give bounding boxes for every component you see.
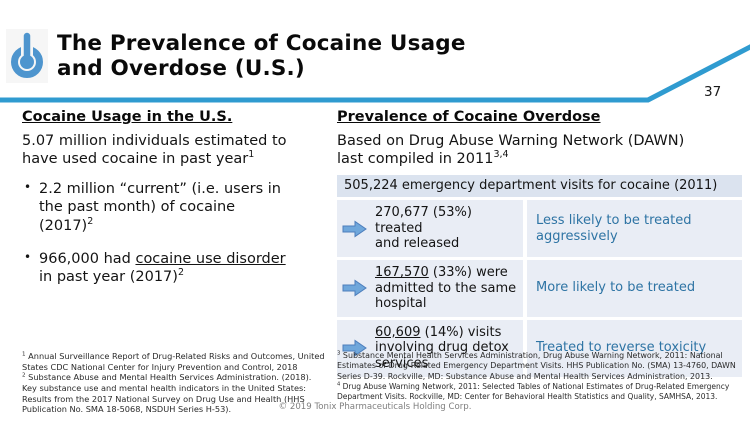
footnote-2-text: Substance Abuse and Mental Health Servic… [22, 372, 312, 415]
footnote-1-marker: 1 [22, 351, 26, 358]
table-cell-left: 167,570 (33%) were admitted to the same … [337, 260, 523, 317]
bullet2-superscript: 2 [177, 266, 184, 278]
footnote-1-text: Annual Surveillance Report of Drug-Relat… [22, 351, 325, 372]
row3-figure: 60,609 [375, 324, 421, 340]
bullet2-post: in past year (2017) [39, 268, 178, 285]
right-column: Prevalence of Cocaine Overdose Based on … [337, 109, 742, 380]
table-cell-text: 270,677 (53%) treated and released [375, 205, 521, 252]
left-bullet-list: 2.2 million “current” (i.e. users in the… [22, 180, 325, 286]
bullet2-underlined-term: cocaine use disorder [135, 250, 286, 267]
left-intro-text: 5.07 million individuals estimated to ha… [22, 133, 287, 168]
power-icon [11, 32, 43, 78]
footnote-2: 2 Substance Abuse and Mental Health Serv… [22, 372, 325, 415]
bullet-use-disorder: 966,000 had cocaine use disorder in past… [22, 250, 325, 286]
table-cell-note: Treated to reverse toxicity [527, 319, 742, 377]
table-cell-note: Less likely to be treated aggressively [527, 200, 742, 258]
copyright-notice: © 2019 Tonix Pharmaceuticals Holding Cor… [278, 402, 472, 412]
table-cell-left: 270,677 (53%) treated and released [337, 200, 523, 258]
bullet1-text: 2.2 million “current” (i.e. users in the… [39, 181, 281, 234]
table-cell-left: 60,609 (14%) visits involving drug detox… [337, 319, 523, 377]
row1-rest: (53%) treated and released [375, 205, 472, 252]
right-arrow-icon [342, 279, 367, 297]
right-heading: Prevalence of Cocaine Overdose [337, 109, 601, 125]
table-cell-text: 167,570 (33%) were admitted to the same … [375, 265, 516, 312]
table-header-row: 505,224 emergency department visits for … [337, 175, 742, 198]
table-row-treated-released: 270,677 (53%) treated and released Less … [337, 200, 742, 258]
footnote-3-marker: 3 [337, 350, 341, 357]
footnote-4-text: Drug Abuse Warning Network, 2011: Select… [337, 381, 730, 401]
left-intro-superscript: 1 [248, 149, 255, 161]
table-cell-note: More likely to be treated [527, 260, 742, 317]
table-row-admitted: 167,570 (33%) were admitted to the same … [337, 260, 742, 317]
row2-figure: 167,570 [375, 265, 429, 281]
left-column: Cocaine Usage in the U.S. 5.07 million i… [22, 109, 325, 301]
right-footnotes: 3 Substance Mental Health Services Admin… [337, 351, 746, 402]
left-heading: Cocaine Usage in the U.S. [22, 109, 233, 125]
table-row-detox: 60,609 (14%) visits involving drug detox… [337, 319, 742, 377]
left-intro: 5.07 million individuals estimated to ha… [22, 132, 325, 168]
company-logo [6, 29, 48, 83]
row3-rest: (14%) visits involving drug detox servic… [375, 324, 509, 371]
bullet1-superscript: 2 [87, 215, 94, 227]
footnote-3-text: Substance Mental Health Services Adminis… [337, 351, 736, 381]
right-intro: Based on Drug Abuse Warning Network (DAW… [337, 132, 742, 168]
footnote-4-marker: 4 [337, 381, 341, 388]
bullet-current-users: 2.2 million “current” (i.e. users in the… [22, 180, 325, 234]
footnote-2-marker: 2 [22, 372, 26, 379]
page-number: 37 [704, 84, 722, 100]
left-footnotes: 1 Annual Surveillance Report of Drug-Rel… [22, 351, 325, 415]
slide-title: The Prevalence of Cocaine Usage and Over… [57, 31, 466, 82]
footnote-3: 3 Substance Mental Health Services Admin… [337, 351, 746, 382]
row2-rest: (33%) were admitted to the same hospital [375, 265, 517, 312]
right-intro-superscript: 3,4 [493, 149, 509, 161]
table-cell-text: 60,609 (14%) visits involving drug detox… [375, 325, 509, 372]
overdose-table: 505,224 emergency department visits for … [337, 175, 742, 377]
footnote-1: 1 Annual Surveillance Report of Drug-Rel… [22, 351, 325, 372]
row1-figure: 270,677 [375, 205, 429, 221]
right-intro-text: Based on Drug Abuse Warning Network (DAW… [337, 133, 685, 168]
footnote-4: 4 Drug Abuse Warning Network, 2011: Sele… [337, 382, 746, 402]
right-arrow-icon [342, 339, 367, 357]
right-arrow-icon [342, 220, 367, 238]
bullet2-pre: 966,000 had [39, 250, 136, 267]
